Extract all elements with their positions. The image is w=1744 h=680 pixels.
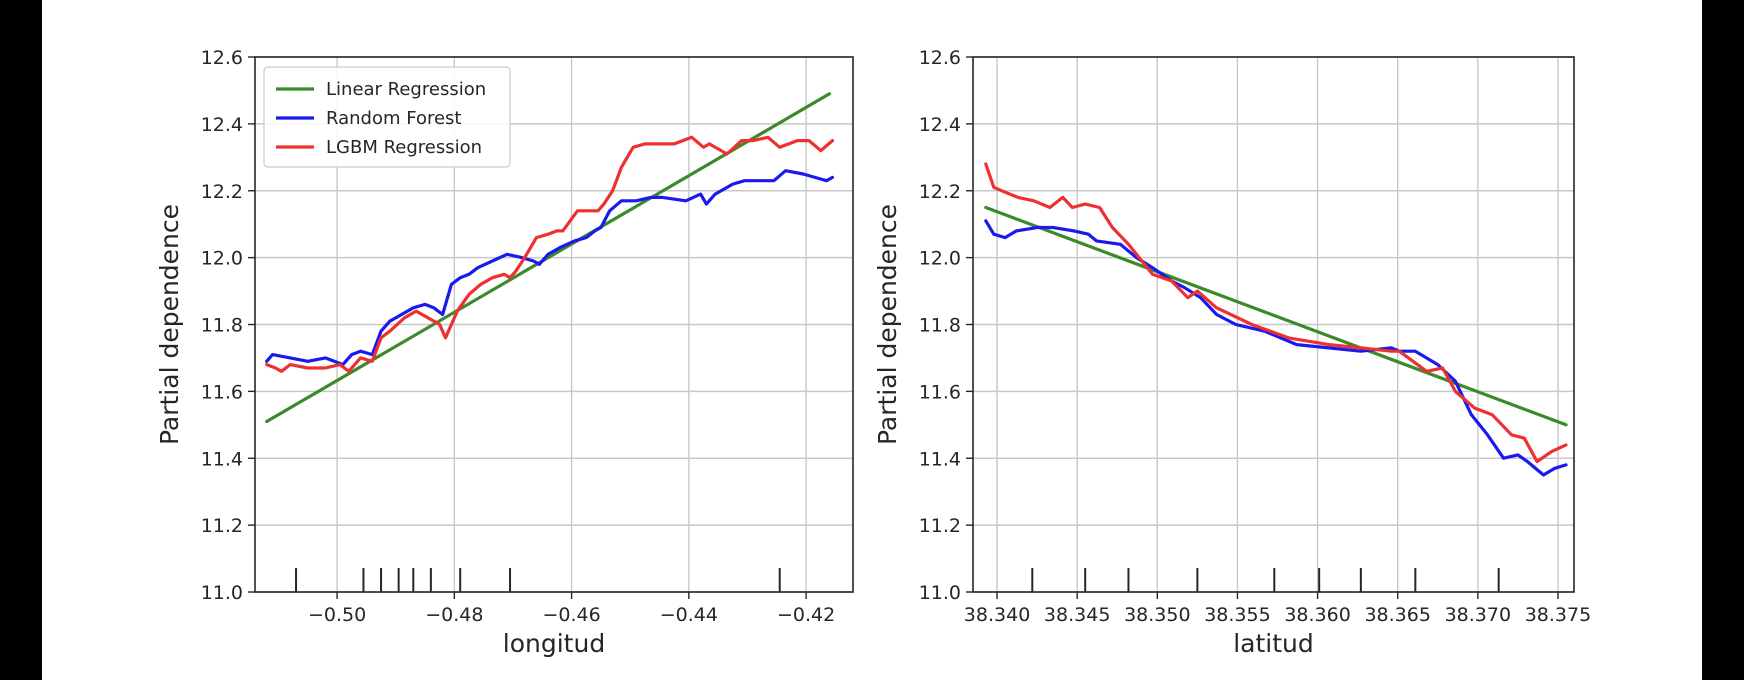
legend-label-linear-regression: Linear Regression: [326, 79, 486, 100]
x-axis-label: latitud: [1233, 629, 1314, 658]
y-tick-label: 11.4: [919, 448, 961, 470]
x-tick-label: 38.360: [1284, 604, 1350, 626]
x-tick-label: 38.340: [964, 604, 1030, 626]
y-tick-label: 12.6: [919, 47, 961, 69]
x-tick-label: −0.46: [542, 604, 600, 626]
y-tick-label: 11.6: [919, 381, 961, 403]
legend-label-lgbm-regression: LGBM Regression: [326, 137, 482, 158]
y-tick-label: 11.2: [919, 515, 961, 537]
x-tick-label: −0.42: [777, 604, 835, 626]
x-tick-label: −0.48: [425, 604, 483, 626]
y-tick-label: 12.6: [201, 47, 243, 69]
y-tick-label: 11.2: [201, 515, 243, 537]
series-line-linear-regression: [265, 92, 832, 424]
y-tick-label: 12.4: [201, 114, 243, 136]
y-tick-label: 11.0: [201, 582, 243, 604]
y-tick-label: 12.0: [919, 248, 961, 270]
x-tick-label: 38.350: [1124, 604, 1190, 626]
chart-panel-longitud: −0.50 −0.48 −0.46 −0.44 −0.42 11.0 11.2 11.4 11.…: [155, 47, 854, 658]
series-line-linear-regression: [984, 205, 1568, 427]
x-tick-label: 38.370: [1445, 604, 1511, 626]
y-tick-label: 12.0: [201, 248, 243, 270]
x-tick-label: −0.50: [308, 604, 366, 626]
chart-panel-latitud: 38.340 38.345 38.350 38.355 38.360 38.365 38.3…: [873, 47, 1591, 658]
y-tick-label: 11.8: [201, 315, 243, 337]
y-tick-label: 12.4: [919, 114, 961, 136]
legend-box: [263, 66, 511, 168]
x-tick-label: −0.44: [660, 604, 718, 626]
left-side-bar: [0, 0, 42, 680]
y-tick-label: 12.2: [919, 181, 961, 203]
y-axis-label: Partial dependence: [873, 204, 902, 445]
y-axis-label: Partial dependence: [155, 204, 184, 445]
series-line-random-forest: [265, 169, 835, 367]
right-side-bar: [1702, 0, 1744, 680]
series-line-lgbm-regression: [984, 162, 1568, 464]
y-tick-label: 11.0: [919, 582, 961, 604]
x-axis-label: longitud: [503, 629, 605, 658]
y-tick-label: 11.8: [919, 315, 961, 337]
x-tick-label: 38.375: [1525, 604, 1591, 626]
y-tick-label: 11.4: [201, 448, 243, 470]
y-tick-label: 12.2: [201, 181, 243, 203]
x-tick-label: 38.345: [1044, 604, 1110, 626]
y-tick-label: 11.6: [201, 381, 243, 403]
series-line-lgbm-regression: [265, 135, 835, 373]
legend-label-random-forest: Random Forest: [326, 108, 461, 129]
series-line-random-forest: [984, 219, 1568, 477]
legend: Linear Regression Random Forest LGBM Regre…: [263, 66, 511, 168]
x-tick-label: 38.355: [1204, 604, 1270, 626]
x-tick-label: 38.365: [1364, 604, 1430, 626]
